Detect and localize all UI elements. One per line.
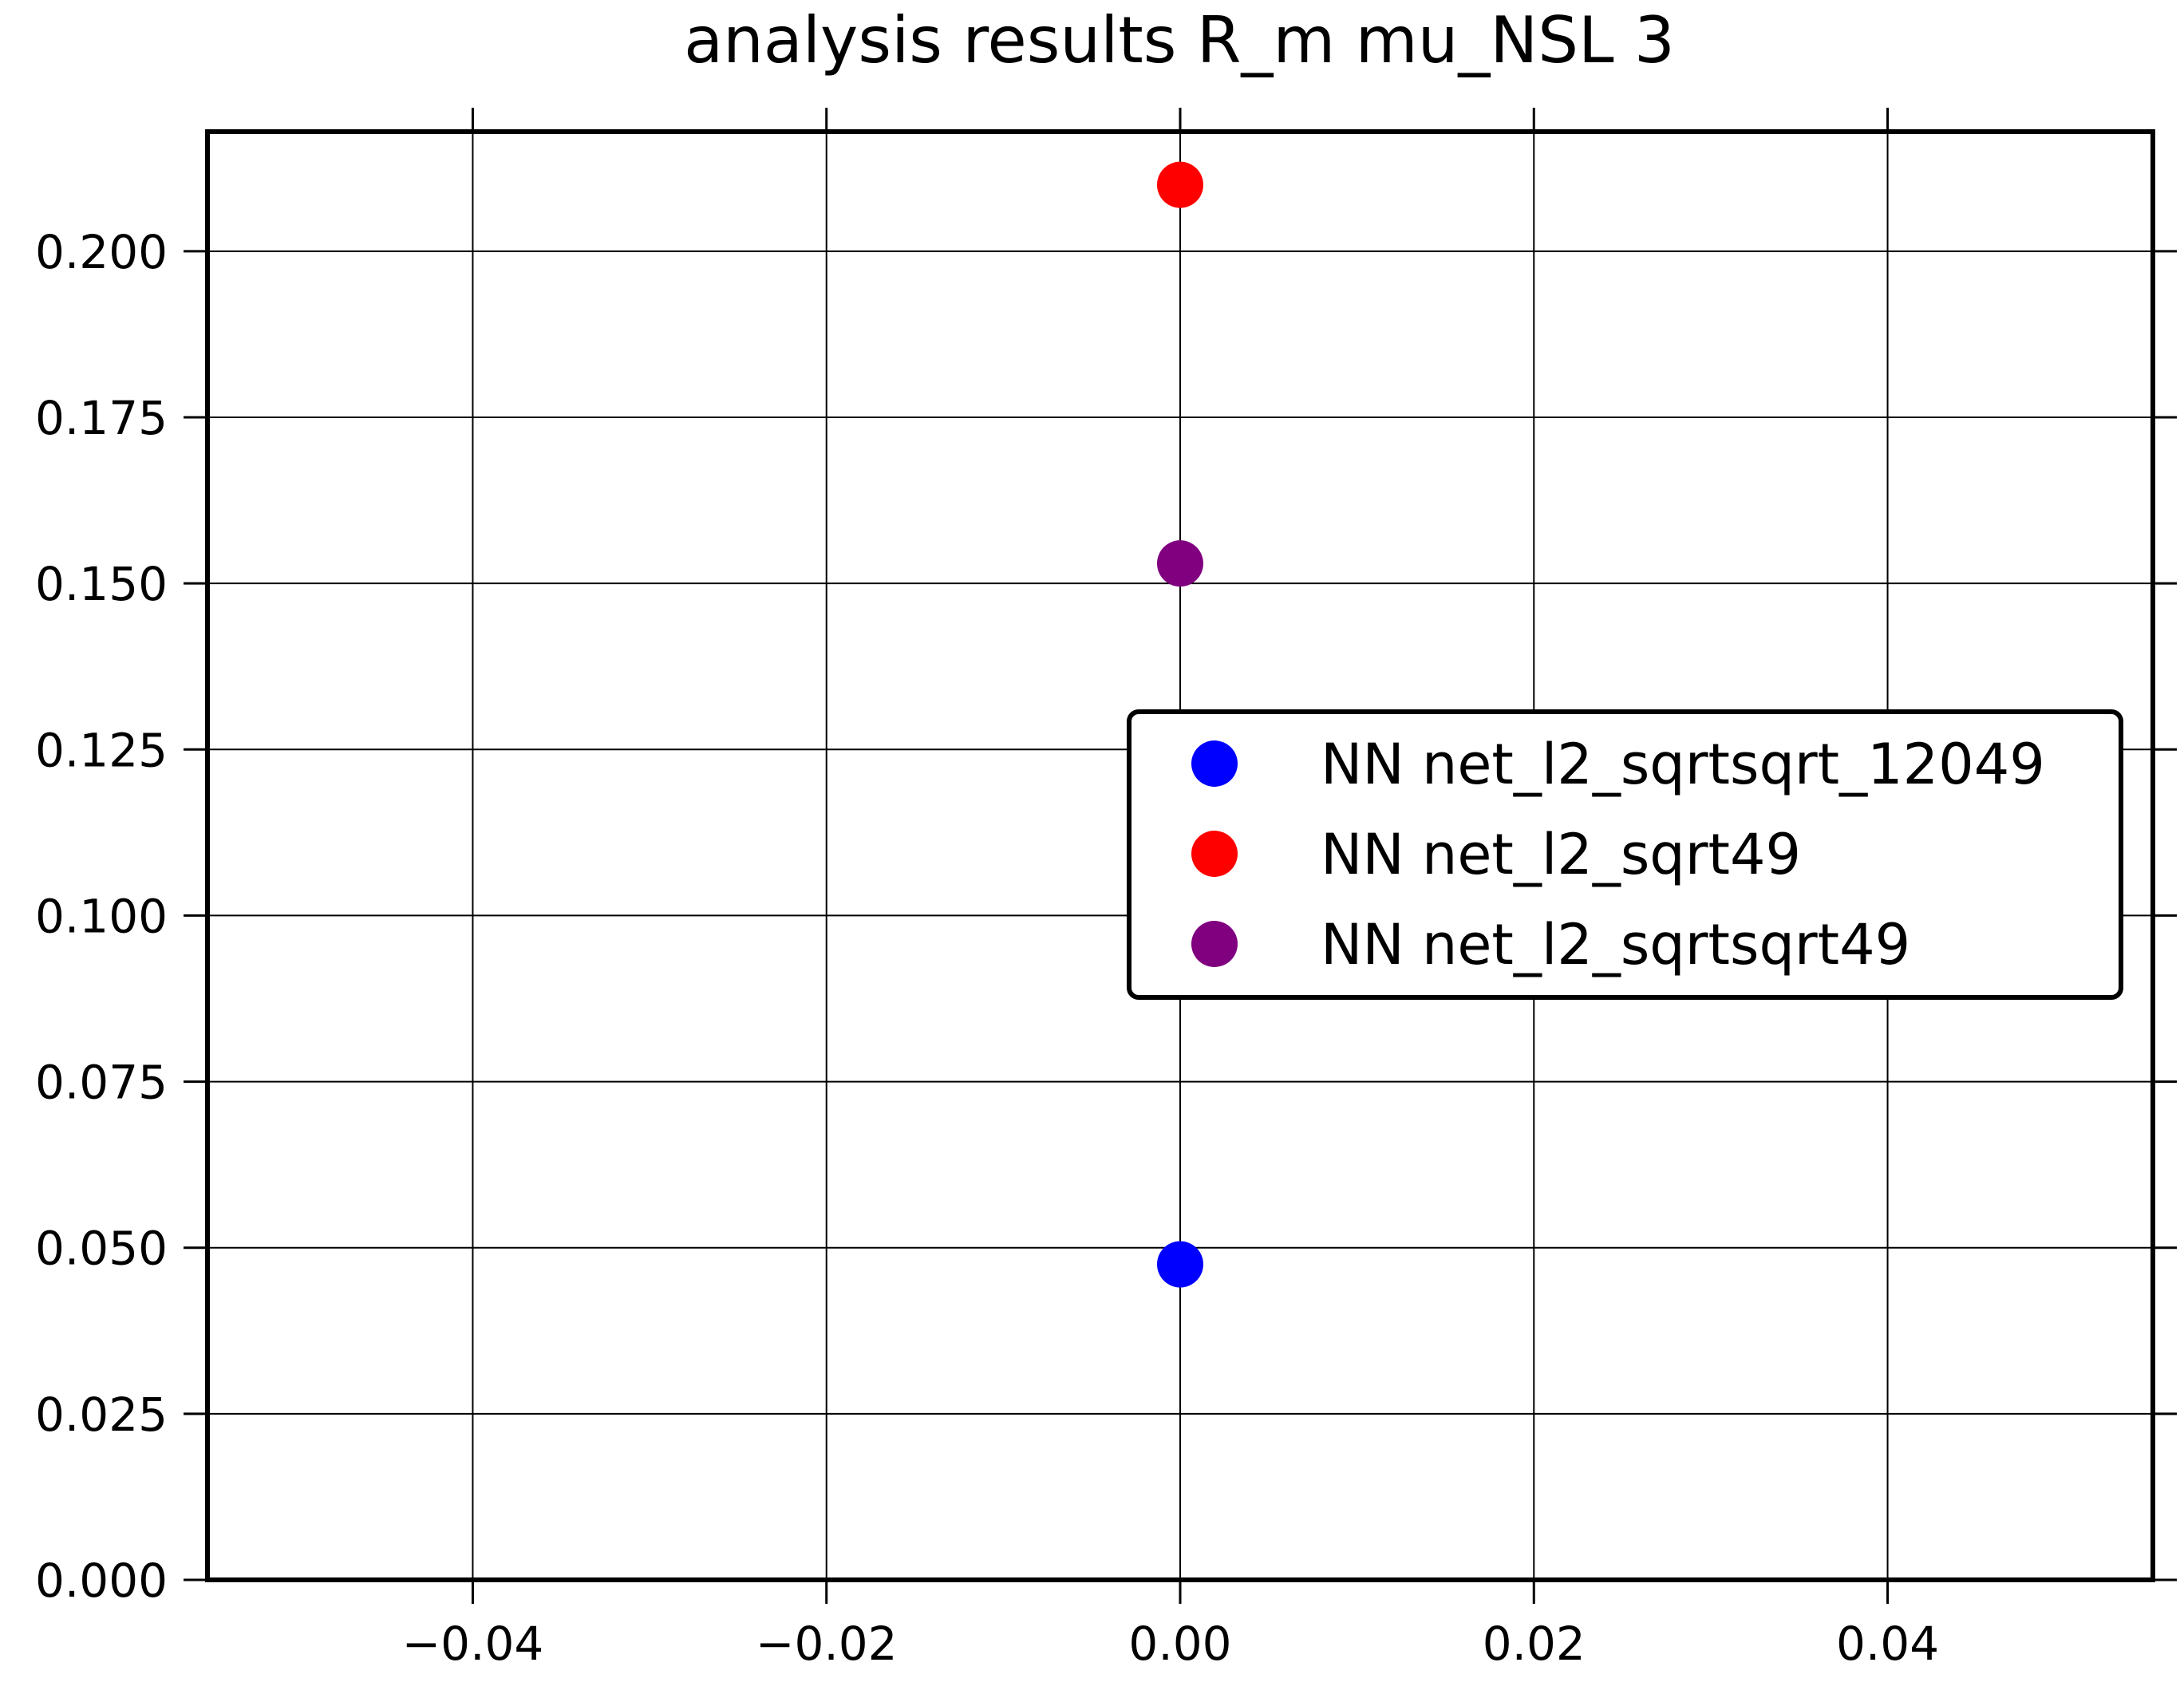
legend-marker xyxy=(1191,831,1238,877)
x-tick-label: −0.04 xyxy=(402,1617,544,1671)
y-tick-label: 0.075 xyxy=(35,1056,168,1110)
y-tick-label: 0.050 xyxy=(35,1222,168,1276)
y-tick-label: 0.025 xyxy=(35,1388,168,1442)
axis-ticks: −0.04 −0.02 0.00 0.02 0.04 0.000 0.025 0.050 0.0… xyxy=(35,108,2177,1671)
legend-box xyxy=(1127,709,2123,1000)
x-tick-label: 0.04 xyxy=(1836,1617,1939,1671)
chart-title: analysis results R_m mu_NSL 3 xyxy=(684,3,1675,77)
x-tick-label: 0.02 xyxy=(1483,1617,1586,1671)
data-points xyxy=(1157,161,1203,1288)
y-tick-label: 0.100 xyxy=(35,889,168,943)
legend-label: NN net_l2_sqrtsqrt49 xyxy=(1321,912,1910,977)
legend-marker xyxy=(1191,740,1238,787)
y-tick-label: 0.175 xyxy=(35,391,168,445)
y-tick-label: 0.150 xyxy=(35,557,168,611)
data-point xyxy=(1157,540,1203,587)
data-point xyxy=(1157,1241,1203,1288)
plot-area-frame xyxy=(205,129,2155,1582)
legend-label: NN net_l2_sqrt49 xyxy=(1321,822,1801,887)
legend-marker xyxy=(1191,921,1238,967)
data-point xyxy=(1157,161,1203,208)
x-tick-label: −0.02 xyxy=(756,1617,898,1671)
legend-label: NN net_l2_sqrtsqrt_12049 xyxy=(1321,732,2045,797)
legend: NN net_l2_sqrtsqrt_12049 NN net_l2_sqrt49… xyxy=(1127,709,2123,1000)
x-tick-label: 0.00 xyxy=(1128,1617,1231,1671)
y-tick-label: 0.125 xyxy=(35,723,168,777)
y-tick-label: 0.000 xyxy=(35,1554,168,1608)
y-tick-label: 0.200 xyxy=(35,225,168,279)
